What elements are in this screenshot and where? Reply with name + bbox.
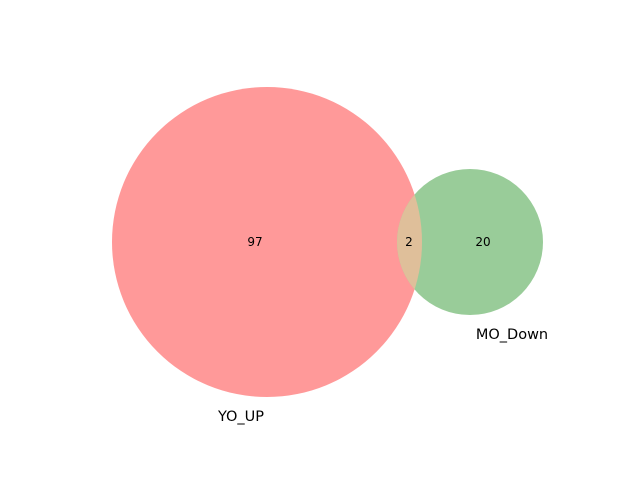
intersection-count: 2	[405, 235, 413, 249]
only-b-count: 20	[475, 235, 490, 249]
set-a-circle	[112, 87, 422, 397]
set-b-circle	[397, 169, 543, 315]
only-a-count: 97	[247, 235, 262, 249]
set-b-label: MO_Down	[476, 327, 548, 343]
set-a-label: YO_UP	[217, 409, 264, 425]
